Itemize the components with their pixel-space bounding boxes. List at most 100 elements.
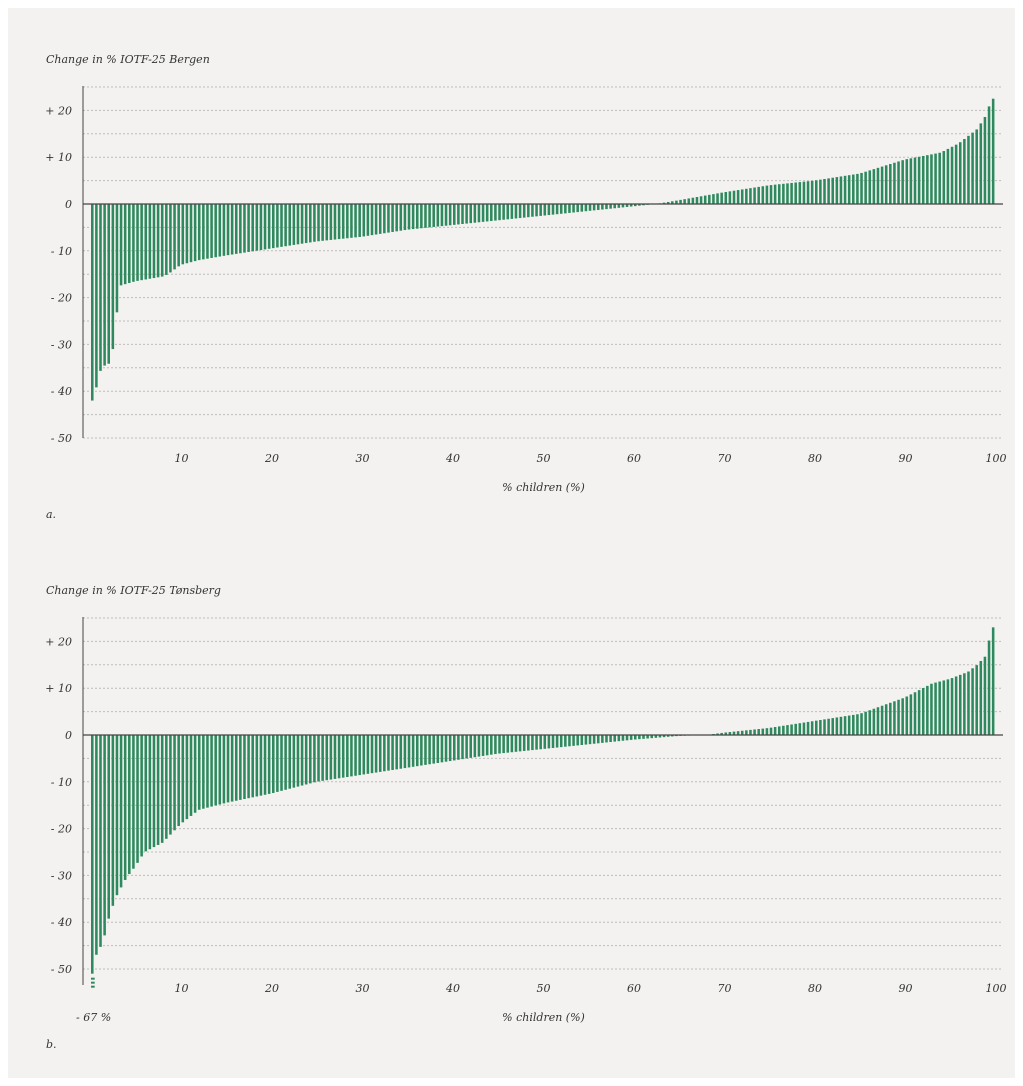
bar [897, 699, 900, 735]
bar [564, 204, 567, 214]
y-tick-label: - 50 [51, 432, 72, 445]
bar [802, 722, 806, 735]
bar [329, 735, 333, 780]
bar [584, 204, 588, 212]
bar [551, 204, 555, 215]
bar [864, 711, 867, 735]
bar [354, 204, 357, 238]
bar [136, 735, 139, 863]
x-tick-label: 30 [356, 452, 370, 465]
bar [341, 735, 345, 778]
bar [926, 155, 929, 204]
bar [765, 728, 769, 735]
bar [613, 204, 616, 209]
bar [403, 204, 407, 231]
bar [247, 204, 250, 252]
bar [568, 204, 571, 213]
bar [230, 204, 234, 255]
bar [115, 204, 119, 313]
bar [387, 735, 390, 771]
bar [391, 204, 394, 232]
bar [847, 175, 851, 204]
bar [399, 204, 403, 231]
bar [794, 723, 797, 735]
bar [749, 729, 752, 735]
bar-break-mark [91, 977, 95, 980]
bar [868, 170, 872, 204]
bar [695, 197, 699, 204]
bar [588, 735, 592, 745]
bar [453, 204, 456, 225]
bar [782, 183, 785, 204]
bar [564, 735, 567, 747]
bar [679, 199, 682, 204]
bar [823, 179, 826, 204]
bar [716, 193, 719, 204]
x-tick-label: 20 [264, 452, 279, 465]
bar [901, 160, 904, 204]
bar [494, 204, 497, 221]
bar [662, 735, 666, 738]
bar [942, 151, 946, 204]
bar [321, 204, 324, 241]
bar [893, 701, 896, 735]
bar [304, 204, 308, 244]
bar [498, 735, 501, 754]
x-tick-label: 50 [537, 982, 551, 995]
bar [502, 204, 505, 220]
bar [926, 685, 929, 735]
bar [477, 735, 481, 757]
bar [309, 735, 312, 784]
chart-b-title: Change in % IOTF-25 Tønsberg [46, 584, 221, 597]
bar [753, 187, 756, 204]
bar [847, 715, 851, 735]
bar [979, 660, 983, 735]
bar [798, 182, 802, 204]
bar [901, 698, 904, 735]
bar [518, 735, 522, 752]
bar [272, 735, 275, 793]
bar [547, 735, 551, 749]
bar [91, 204, 94, 401]
bar [728, 191, 732, 204]
bar [440, 735, 444, 763]
bar [596, 735, 600, 744]
bar [292, 204, 296, 245]
bar [958, 142, 962, 204]
bar [592, 735, 596, 744]
bar [358, 735, 361, 776]
bar [107, 735, 110, 919]
bar [465, 204, 468, 224]
bar [333, 204, 337, 240]
x-tick-label: 60 [627, 982, 641, 995]
bar [786, 183, 789, 204]
bar [831, 177, 834, 204]
bar [210, 735, 213, 807]
bar [420, 204, 423, 229]
bar [128, 204, 131, 283]
x-tick-label: 20 [264, 982, 279, 995]
bar [247, 735, 250, 799]
bar [551, 735, 555, 748]
x-tick-label: 40 [445, 452, 460, 465]
bar [827, 718, 830, 735]
bar [946, 148, 950, 204]
bar [313, 204, 316, 242]
y-tick-label: - 30 [51, 869, 72, 882]
bar [839, 176, 843, 204]
bar [761, 186, 765, 204]
bar [411, 735, 415, 767]
bar [189, 735, 193, 816]
bar [234, 735, 238, 801]
bar [243, 204, 246, 253]
bar [259, 735, 263, 796]
bar [160, 735, 164, 843]
bar [461, 735, 464, 760]
bar [777, 726, 781, 735]
bar [485, 204, 489, 222]
bar [197, 735, 201, 810]
bar [732, 190, 736, 204]
bar [823, 719, 826, 735]
bar [930, 154, 933, 204]
bar [889, 164, 892, 204]
